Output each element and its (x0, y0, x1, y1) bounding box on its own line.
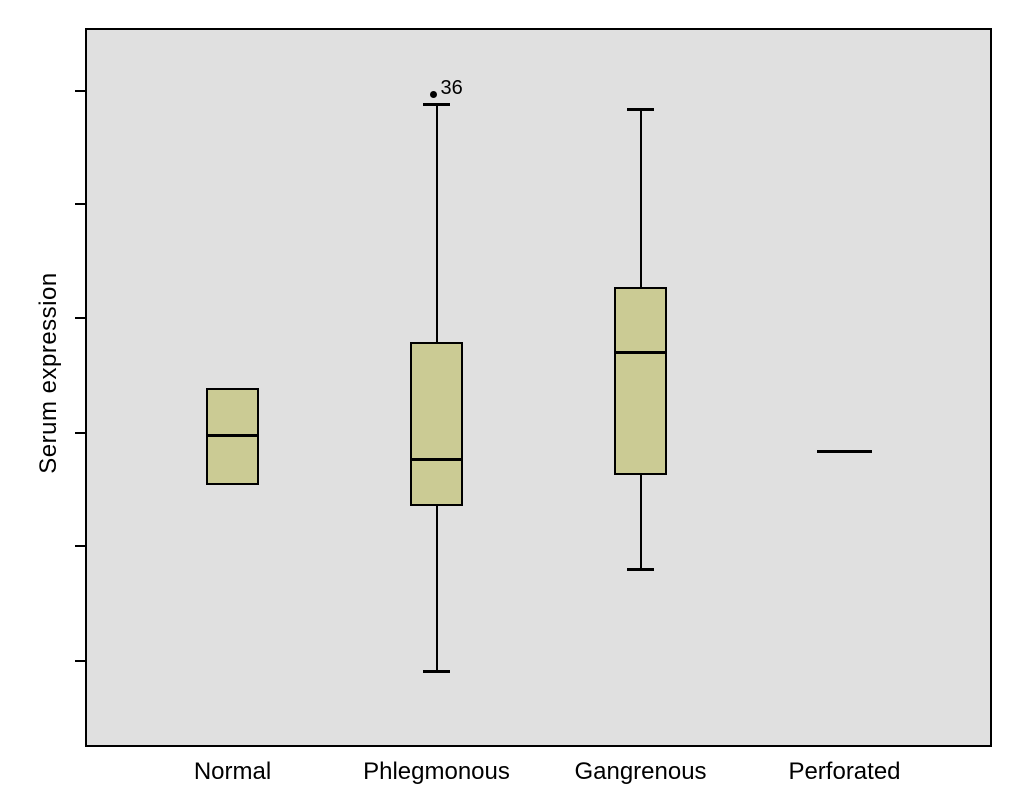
y-axis-tick (75, 202, 85, 205)
x-axis-label-perforated: Perforated (788, 758, 901, 785)
median-perforated (817, 450, 872, 454)
y-axis-tick (75, 431, 85, 434)
whisker-cap-high-phlegmonous (423, 102, 450, 106)
whisker-low-line-phlegmonous (435, 506, 438, 671)
box-phlegmonous (410, 342, 463, 507)
y-axis-tick (75, 660, 85, 663)
y-axis-tick (75, 317, 85, 320)
whisker-cap-low-gangrenous (627, 568, 654, 572)
plot-area: 36 (85, 28, 992, 747)
whisker-low-line-gangrenous (639, 474, 642, 570)
y-axis-tick (75, 545, 85, 548)
whisker-cap-low-phlegmonous (423, 669, 450, 673)
whisker-high-line-phlegmonous (435, 103, 438, 343)
median-gangrenous (614, 350, 667, 354)
median-normal (206, 433, 259, 437)
x-axis-label-phlegmonous: Phlegmonous (363, 758, 510, 785)
whisker-cap-high-gangrenous (627, 108, 654, 112)
outlier-label-phlegmonous: 36 (440, 77, 463, 100)
outlier-dot-phlegmonous (430, 90, 437, 98)
whisker-high-line-gangrenous (639, 109, 642, 287)
x-axis-label-gangrenous: Gangrenous (574, 758, 707, 785)
median-phlegmonous (410, 458, 463, 462)
y-axis-tick (75, 89, 85, 92)
box-gangrenous (614, 286, 667, 475)
y-axis-title: Serum expression (35, 272, 62, 474)
x-axis-label-normal: Normal (193, 758, 272, 785)
